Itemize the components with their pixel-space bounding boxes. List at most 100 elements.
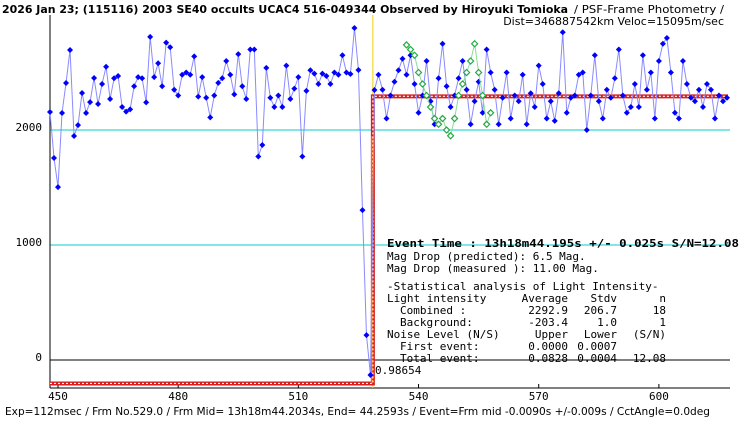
data-point — [251, 46, 258, 53]
data-point — [367, 372, 374, 379]
data-point — [215, 79, 222, 86]
data-point — [691, 98, 698, 105]
data-point — [511, 92, 518, 99]
stats-cell: 2292.9 — [528, 304, 568, 317]
data-point — [450, 114, 459, 123]
data-point — [323, 72, 330, 79]
data-point — [439, 40, 446, 47]
data-point — [347, 71, 354, 78]
stats-cell: Average — [522, 292, 568, 305]
data-point — [723, 94, 730, 101]
mag-line: Mag Drop (predicted): 6.5 Mag. — [387, 250, 586, 263]
data-point — [459, 58, 466, 65]
data-point — [431, 121, 438, 128]
stats-cell: Upper — [535, 328, 568, 341]
data-point — [470, 39, 479, 48]
data-point — [211, 92, 218, 99]
data-point — [279, 104, 286, 111]
data-point — [406, 45, 415, 54]
data-point — [647, 69, 654, 76]
x-tick-label: 570 — [529, 390, 549, 403]
data-point — [651, 115, 658, 122]
data-point — [591, 52, 598, 59]
stats-cell: Total event: — [400, 352, 479, 365]
data-point — [575, 71, 582, 78]
data-point — [426, 103, 435, 111]
data-point — [499, 94, 506, 101]
data-point — [51, 154, 58, 161]
data-point — [131, 83, 138, 90]
data-point — [627, 104, 634, 111]
data-point — [67, 46, 74, 53]
data-point — [443, 83, 450, 90]
stats-cell: First event: — [400, 340, 479, 353]
ratio: 0.98654 — [375, 364, 422, 377]
data-point — [503, 69, 510, 76]
data-point — [139, 75, 146, 82]
data-point — [559, 29, 566, 36]
y-tick-label: 0 — [35, 351, 42, 364]
x-tick-label: 510 — [288, 390, 308, 403]
data-point — [491, 86, 498, 93]
data-point — [474, 68, 483, 77]
stats-cell: 1 — [659, 316, 666, 329]
data-point — [71, 132, 78, 139]
data-point — [359, 207, 366, 214]
data-point — [579, 69, 586, 76]
data-point — [143, 99, 150, 106]
data-point — [410, 51, 419, 60]
data-point — [607, 94, 614, 101]
data-point — [515, 98, 522, 105]
mag-line: Mag Drop (measured ): 11.00 Mag. — [387, 262, 599, 275]
data-point — [454, 91, 463, 100]
data-point — [403, 71, 410, 78]
data-point — [147, 33, 154, 40]
data-point — [111, 75, 118, 82]
stats-cell: 0.0000 — [528, 340, 568, 353]
data-point — [583, 127, 590, 134]
data-point — [127, 106, 134, 113]
data-point — [307, 67, 314, 74]
data-point — [438, 114, 447, 123]
data-point — [327, 81, 334, 88]
data-point — [451, 92, 458, 99]
data-point — [422, 91, 431, 100]
data-point — [163, 39, 170, 46]
data-point — [227, 71, 234, 78]
data-point — [543, 115, 550, 122]
data-point — [395, 67, 402, 74]
data-point — [435, 75, 442, 82]
data-point — [155, 60, 162, 67]
data-point — [363, 332, 370, 339]
data-point — [355, 66, 362, 73]
data-point — [239, 83, 246, 90]
data-point — [235, 51, 242, 58]
data-point — [151, 74, 158, 81]
data-point — [430, 114, 439, 123]
stats-cell: 0.0004 — [577, 352, 617, 365]
data-point — [635, 104, 642, 111]
y-tick-label: 2000 — [16, 121, 43, 134]
data-point — [446, 131, 455, 140]
data-point — [663, 35, 670, 42]
data-point — [655, 58, 662, 65]
data-point — [415, 109, 422, 116]
data-point — [79, 89, 86, 96]
data-point — [631, 81, 638, 88]
data-point — [462, 68, 471, 77]
footer: Exp=112msec / Frm No.529.0 / Frm Mid= 13… — [5, 405, 710, 418]
data-point — [483, 46, 490, 53]
data-point — [418, 80, 427, 88]
data-point — [63, 79, 70, 86]
data-point — [115, 72, 122, 79]
data-point — [563, 109, 570, 116]
data-point — [507, 115, 514, 122]
data-point — [371, 86, 378, 93]
x-tick-label: 540 — [409, 390, 429, 403]
data-point — [47, 108, 53, 115]
data-point — [183, 69, 190, 76]
stats-cell: Noise Level (N/S) — [387, 328, 500, 341]
data-point — [414, 68, 423, 77]
data-point — [159, 83, 166, 90]
